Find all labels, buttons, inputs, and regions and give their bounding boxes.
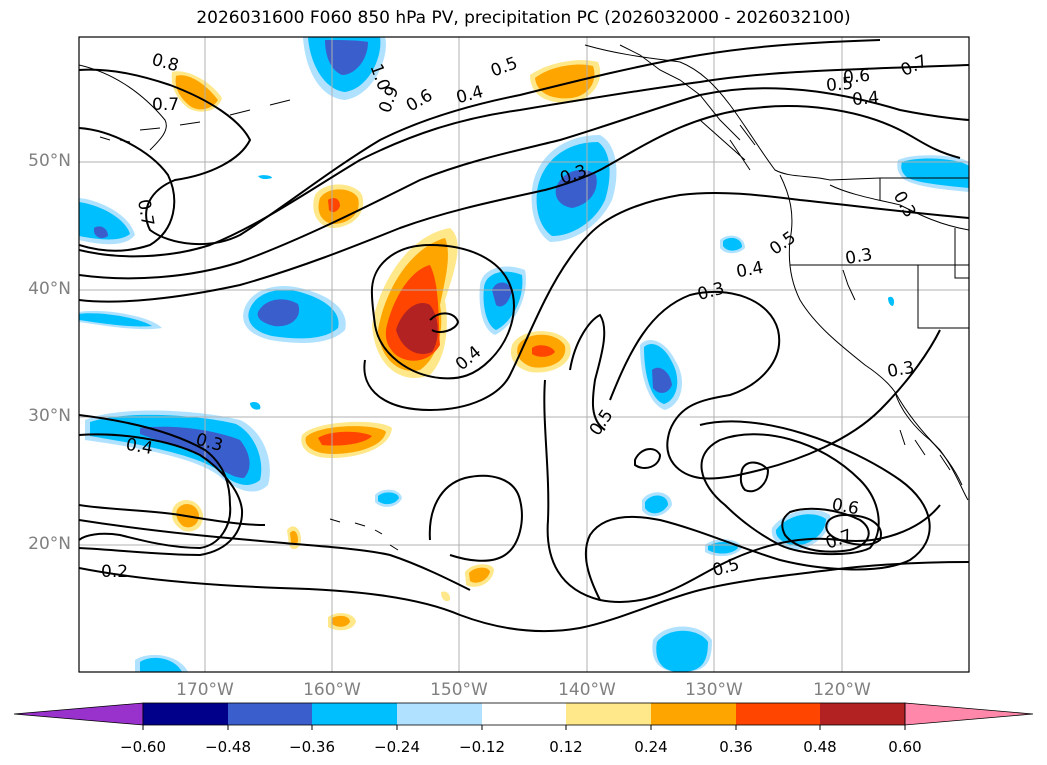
pv-contours <box>79 39 969 633</box>
contour-label: 0.3 <box>889 188 920 221</box>
lat-label-20n: 20°N <box>28 534 71 554</box>
lat-label-40n: 40°N <box>28 279 71 299</box>
contour-label: 0.7 <box>152 95 179 115</box>
colorbar-bin <box>482 703 566 725</box>
colorbar-tick-label: −0.48 <box>205 738 251 756</box>
colorbar-tick-label: −0.24 <box>374 738 420 756</box>
lon-label-130w: 130°W <box>685 680 743 700</box>
lon-label-120w: 120°W <box>813 680 871 700</box>
colorbar-bin <box>566 703 651 725</box>
contour-label: 0.4 <box>851 88 880 110</box>
map-title: 2026031600 F060 850 hPa PV, precipitatio… <box>196 8 851 28</box>
colorbar-bin <box>736 703 820 725</box>
contour-label: 0.3 <box>844 245 874 269</box>
lon-label-140w: 140°W <box>558 680 616 700</box>
contour-label: 0.5 <box>710 555 741 581</box>
lat-label-50n: 50°N <box>28 151 71 171</box>
colorbar-bin <box>651 703 736 725</box>
colorbar-tick-label: 0.60 <box>888 738 922 756</box>
colorbar-extend-min <box>13 702 144 726</box>
contour-label: 0.5 <box>586 406 618 440</box>
contour-label: 0.4 <box>124 435 154 459</box>
colorbar-extend-max <box>904 702 1034 726</box>
contour-labels: 0.8 0.7 0.7 1.0 0.9 0.6 0.4 0.5 0.6 0.5 … <box>101 50 931 582</box>
lon-label-160w: 160°W <box>303 680 361 700</box>
colorbar-tick-label: 0.48 <box>803 738 837 756</box>
contour-label: 0.6 <box>842 66 871 88</box>
contour-label: 0.3 <box>886 358 916 382</box>
contour-label: 0.7 <box>898 51 931 81</box>
precip-shading <box>79 37 969 672</box>
contour-label: 0.5 <box>766 228 800 260</box>
lon-label-170w: 170°W <box>176 680 234 700</box>
contour-label: 0.4 <box>452 342 486 375</box>
contour-label: 0.7 <box>133 198 157 228</box>
colorbar-tick-label: −0.36 <box>289 738 335 756</box>
contour-label: 0.5 <box>825 74 854 96</box>
contour-label: 0.6 <box>830 495 860 519</box>
lon-label-150w: 150°W <box>430 680 488 700</box>
colorbar-bin <box>143 703 228 725</box>
coastlines <box>79 44 969 551</box>
colorbar-tick-label: −0.60 <box>120 738 166 756</box>
colorbar-tick-label: 0.24 <box>634 738 668 756</box>
colorbar-bin <box>312 703 397 725</box>
colorbar-bin <box>397 703 482 725</box>
lat-label-30n: 30°N <box>28 406 71 426</box>
contour-label: 0.4 <box>735 258 765 282</box>
contour-label: 0.6 <box>403 85 436 116</box>
contour-label: 0.3 <box>695 279 726 305</box>
contour-label: 0.5 <box>488 53 520 81</box>
colorbar-bin <box>820 703 905 725</box>
colorbar <box>13 702 1034 730</box>
colorbar-tick-label: 0.12 <box>549 738 583 756</box>
map-frame <box>78 36 970 673</box>
colorbar-tick-label: 0.36 <box>719 738 753 756</box>
colorbar-bin <box>228 703 312 725</box>
contour-label: 0.2 <box>101 562 128 582</box>
colorbar-tick-label: −0.12 <box>459 738 505 756</box>
contour-label: 0.8 <box>150 50 181 76</box>
